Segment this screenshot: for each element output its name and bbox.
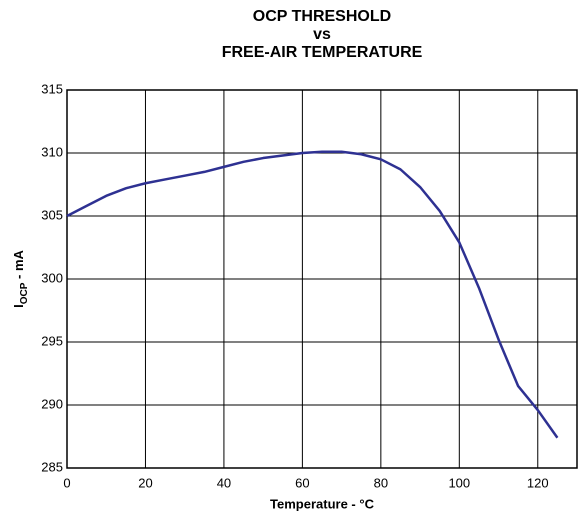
- y-tick-label: 315: [41, 81, 63, 96]
- y-tick-label: 285: [41, 459, 63, 474]
- y-tick-label: 300: [41, 270, 63, 285]
- x-tick-label: 20: [138, 475, 152, 490]
- y-tick-label: 295: [41, 333, 63, 348]
- x-axis-label: Temperature - °C: [270, 496, 375, 511]
- chart-title: FREE-AIR TEMPERATURE: [222, 44, 423, 61]
- x-tick-label: 100: [448, 475, 470, 490]
- chart-title: vs: [313, 26, 331, 43]
- y-axis-label-rest: - mA: [11, 249, 26, 282]
- chart-title: OCP THRESHOLD: [253, 8, 391, 25]
- line-series: [66, 150, 559, 439]
- x-tick-label: 120: [527, 475, 549, 490]
- y-tick-label: 305: [41, 207, 63, 222]
- y-tick-label: 310: [41, 144, 63, 159]
- x-tick-label: 40: [217, 475, 231, 490]
- y-axis-label: IOCP - mA: [11, 249, 29, 307]
- x-tick-label: 80: [374, 475, 388, 490]
- y-axis-label-main: I: [11, 304, 26, 308]
- y-axis-label-sub: OCP: [19, 282, 30, 304]
- x-tick-label: 60: [295, 475, 309, 490]
- y-tick-label: 290: [41, 396, 63, 411]
- x-tick-label: 0: [63, 475, 70, 490]
- plot-frame: [66, 89, 578, 469]
